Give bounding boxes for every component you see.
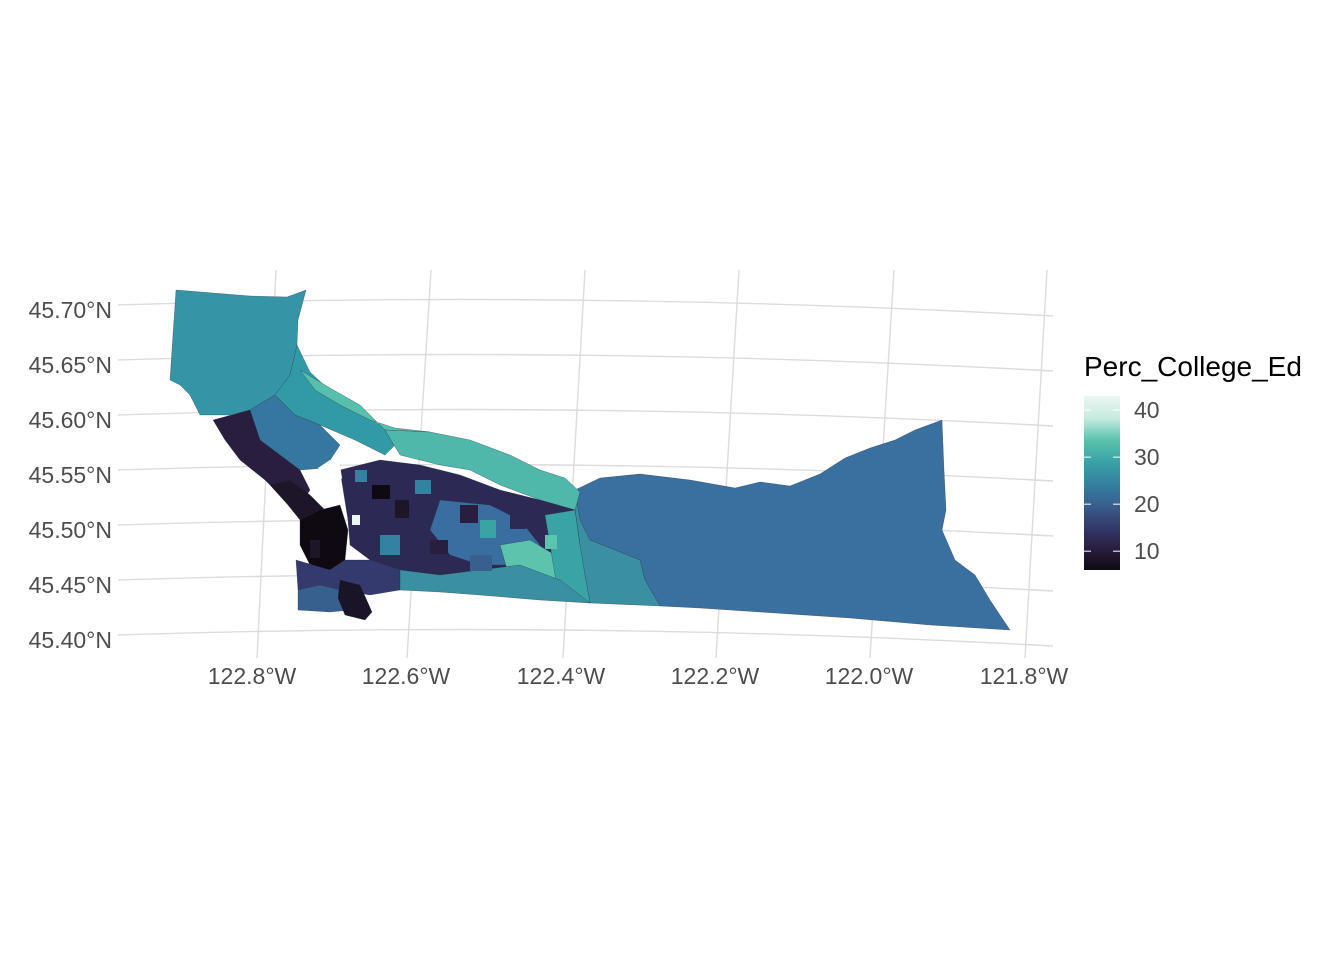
tract-patch xyxy=(352,515,360,525)
tract-patch xyxy=(372,485,390,499)
y-axis: 45.70°N 45.65°N 45.60°N 45.55°N 45.50°N … xyxy=(29,297,112,653)
region-airport xyxy=(384,429,581,511)
grid-line-lat-4540 xyxy=(117,628,1054,647)
grid-line-lon-1226 xyxy=(406,269,432,659)
tract-patch xyxy=(380,535,400,555)
x-tick-label: 122.2°W xyxy=(671,663,760,689)
legend-colorbar xyxy=(1084,396,1120,570)
tract-patch xyxy=(460,505,478,523)
x-tick-label: 122.4°W xyxy=(517,663,606,689)
legend-tick-label: 20 xyxy=(1134,491,1160,517)
choropleth-layer xyxy=(169,289,1011,631)
legend-tick-label: 40 xyxy=(1134,397,1160,423)
tract-patch xyxy=(470,555,492,571)
y-tick-label: 45.45°N xyxy=(29,572,112,598)
tract-patch xyxy=(510,515,526,529)
region-north-strip-light xyxy=(299,369,431,433)
tract-patch xyxy=(480,520,496,538)
tract-patch xyxy=(395,500,409,518)
legend-tick-label: 30 xyxy=(1134,444,1160,470)
x-tick-label: 122.6°W xyxy=(362,663,451,689)
tract-patch xyxy=(325,545,337,561)
x-tick-label: 122.0°W xyxy=(825,663,914,689)
legend: Perc_College_Ed 40 30 20 10 xyxy=(1084,351,1302,570)
y-tick-label: 45.70°N xyxy=(29,297,112,323)
x-axis: 122.8°W 122.6°W 122.4°W 122.2°W 122.0°W … xyxy=(208,663,1069,689)
tract-patch xyxy=(430,540,448,554)
y-tick-label: 45.60°N xyxy=(29,407,112,433)
grid-line-lon-1218 xyxy=(1024,269,1048,659)
tract-patch xyxy=(415,480,431,494)
y-tick-label: 45.65°N xyxy=(29,352,112,378)
river-gap xyxy=(318,460,342,492)
tract-patch xyxy=(355,470,367,482)
region-south-central xyxy=(399,564,591,604)
region-southwest-dark xyxy=(337,579,373,621)
y-tick-label: 45.50°N xyxy=(29,517,112,543)
legend-ticks: 40 30 20 10 xyxy=(1084,397,1160,564)
x-tick-label: 122.8°W xyxy=(208,663,297,689)
x-tick-label: 121.8°W xyxy=(980,663,1069,689)
tract-patch xyxy=(545,535,557,549)
y-tick-label: 45.55°N xyxy=(29,462,112,488)
tract-patch xyxy=(310,540,320,558)
legend-title: Perc_College_Ed xyxy=(1084,351,1302,382)
y-tick-label: 45.40°N xyxy=(29,627,112,653)
legend-tick-label: 10 xyxy=(1134,538,1160,564)
